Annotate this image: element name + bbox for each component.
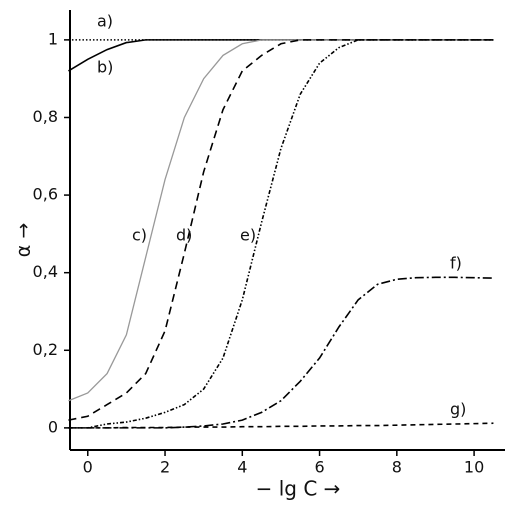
curve-label: g) [450, 400, 466, 419]
curve-label: e) [240, 226, 256, 245]
x-tick-label: 8 [392, 458, 402, 477]
curve-label: f) [450, 254, 462, 273]
y-tick-label: 0,6 [33, 185, 58, 204]
curve [68, 39, 494, 429]
y-tick-label: 1 [48, 29, 58, 48]
y-tick-label: 0,8 [33, 107, 58, 126]
x-axis-label: − lg C → [256, 477, 341, 501]
x-tick-label: 4 [237, 458, 247, 477]
y-tick-label: 0,2 [33, 340, 58, 359]
curve [68, 39, 494, 402]
curve-label: a) [97, 12, 113, 31]
x-tick-label: 2 [160, 458, 170, 477]
curve-label: c) [132, 226, 147, 245]
x-tick-label: 6 [314, 458, 324, 477]
y-axis-label: α → [13, 223, 35, 257]
curve [68, 276, 494, 429]
x-tick-label: 10 [464, 458, 484, 477]
curve [68, 422, 494, 429]
curve-label: d) [176, 226, 192, 245]
curve-label: b) [97, 58, 113, 77]
y-tick-label: 0 [48, 417, 58, 436]
y-tick-label: 0,4 [33, 262, 58, 281]
x-tick-label: 0 [83, 458, 93, 477]
curve [68, 39, 494, 421]
